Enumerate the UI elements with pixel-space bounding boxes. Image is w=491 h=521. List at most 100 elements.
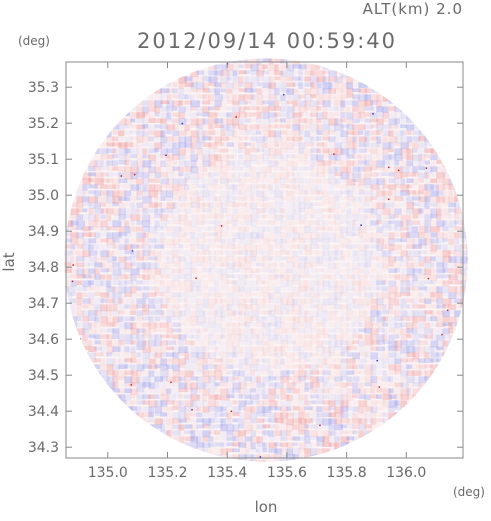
radar-cell xyxy=(466,238,468,243)
radar-cell xyxy=(232,460,238,462)
radar-cell xyxy=(376,274,383,281)
radar-cell xyxy=(232,256,240,263)
radar-cell xyxy=(340,394,349,401)
radar-cell xyxy=(262,166,272,173)
radar-cell xyxy=(292,124,301,131)
radar-cell xyxy=(166,238,175,246)
radar-cell xyxy=(322,334,330,339)
radar-cell xyxy=(208,358,214,366)
radar-cell xyxy=(142,190,151,197)
radar-cell xyxy=(382,418,391,424)
radar-cell xyxy=(340,322,350,327)
radar-cell xyxy=(310,238,318,245)
radar-cell xyxy=(358,184,365,192)
radar-cell xyxy=(190,82,198,89)
radar-cell xyxy=(454,280,463,285)
radar-cell xyxy=(394,130,404,137)
radar-cell xyxy=(412,280,419,288)
radar-cell xyxy=(352,358,358,364)
radar-cell xyxy=(226,88,233,94)
radar-cell xyxy=(154,124,162,129)
radar-cell xyxy=(412,142,419,149)
radar-cell xyxy=(190,172,200,180)
radar-cell xyxy=(142,358,148,365)
radar-cell xyxy=(292,376,302,384)
x-tick-label: 135.0 xyxy=(88,465,128,481)
radar-cell xyxy=(280,304,287,311)
radar-cell xyxy=(262,178,269,184)
radar-cell xyxy=(112,262,120,268)
radar-cell xyxy=(100,166,109,171)
radar-cell xyxy=(130,148,139,155)
radar-cell xyxy=(154,292,164,297)
radar-cell xyxy=(286,328,296,334)
radar-cell xyxy=(340,316,350,322)
radar-cell xyxy=(328,262,337,269)
radar-cell xyxy=(358,286,366,292)
radar-cell xyxy=(358,280,366,288)
y-unit-label: (deg) xyxy=(18,34,50,48)
radar-cell xyxy=(178,118,187,125)
radar-cell xyxy=(184,346,190,353)
radar-cell xyxy=(148,298,155,305)
radar-cell xyxy=(370,112,377,118)
radar-cell xyxy=(394,136,403,144)
radar-cell xyxy=(244,358,250,366)
radar-cell xyxy=(154,208,164,215)
radar-cell xyxy=(142,154,150,159)
radar-cell xyxy=(298,166,308,171)
radar-cell xyxy=(202,334,211,341)
radar-cell xyxy=(220,70,230,77)
radar-cell xyxy=(400,286,410,294)
radar-cell xyxy=(328,358,336,366)
radar-cell xyxy=(412,262,419,268)
radar-cell xyxy=(94,160,104,168)
radar-cell xyxy=(70,208,80,215)
radar-cell xyxy=(346,94,354,99)
radar-cell xyxy=(292,346,301,352)
radar-cell xyxy=(388,274,395,279)
radar-cell xyxy=(250,106,260,111)
radar-cell xyxy=(124,220,130,228)
radar-cell xyxy=(148,208,158,214)
radar-cell xyxy=(106,130,112,138)
radar-cell xyxy=(130,358,137,363)
radar-cell xyxy=(292,274,301,281)
radar-cell xyxy=(334,178,341,185)
radar-cell xyxy=(196,76,205,84)
radar-cell xyxy=(106,310,113,317)
radar-cell xyxy=(112,154,119,159)
radar-cell xyxy=(376,208,383,216)
radar-cell xyxy=(112,334,120,340)
radar-cell xyxy=(286,292,293,299)
radar-cell xyxy=(298,274,305,279)
radar-cell xyxy=(124,244,133,251)
radar-cell xyxy=(358,226,367,234)
radar-cell xyxy=(310,334,320,341)
radar-cell xyxy=(394,382,404,388)
radar-cell xyxy=(370,370,377,378)
radar-cell xyxy=(304,376,311,381)
radar-cell xyxy=(418,370,427,375)
radar-cell xyxy=(370,226,377,231)
radar-cell xyxy=(268,94,278,100)
radar-cell xyxy=(256,358,265,363)
radar-cell xyxy=(358,358,367,364)
radar-cell xyxy=(412,358,421,363)
radar-cell xyxy=(250,226,257,234)
radar-cell xyxy=(208,394,218,400)
radar-cell xyxy=(352,220,358,227)
radar-cell xyxy=(280,394,290,400)
radar-cell xyxy=(148,352,158,358)
radar-cell xyxy=(358,418,368,425)
radar-cell xyxy=(154,364,161,369)
radar-cell xyxy=(112,238,120,243)
radar-cell xyxy=(280,130,288,135)
radar-cell xyxy=(70,250,77,255)
radar-cell xyxy=(268,64,277,71)
radar-cell xyxy=(154,358,164,365)
radar-speckle xyxy=(165,154,167,156)
radar-cell xyxy=(310,448,317,455)
radar-cell xyxy=(346,436,355,441)
radar-cell xyxy=(262,172,268,179)
